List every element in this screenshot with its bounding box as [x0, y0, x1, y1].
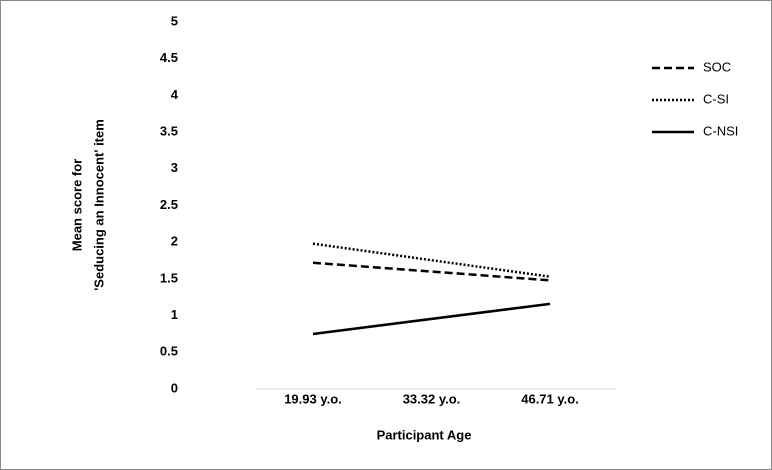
x-tick-label: 46.71 y.o.: [521, 391, 579, 406]
legend-label: C-SI: [703, 91, 729, 106]
y-tick-label: 3: [171, 160, 178, 175]
x-tick-label: 33.32 y.o.: [403, 391, 461, 406]
y-tick-label: 0.5: [160, 344, 178, 359]
series-line: [312, 302, 551, 336]
y-tick-label: 2.5: [160, 197, 178, 212]
x-tick-label: 19.93 y.o.: [284, 391, 342, 406]
legend-label: SOC: [703, 59, 731, 74]
y-tick-label: 3.5: [160, 124, 178, 139]
y-axis-label-line: Mean score for: [69, 159, 84, 251]
y-axis-label-line: 'Seducing an Innocent' item: [91, 119, 106, 291]
y-tick-label: 0: [171, 380, 178, 395]
y-tick-label: 5: [171, 13, 178, 28]
y-tick-label: 2: [171, 234, 178, 249]
x-axis-label: Participant Age: [377, 427, 472, 442]
series-line: [312, 261, 551, 282]
y-tick-label: 1.5: [160, 270, 178, 285]
y-tick-label: 1: [171, 307, 178, 322]
y-axis-label: Mean score for 'Seducing an Innocent' it…: [69, 119, 106, 291]
y-tick-label: 4: [171, 87, 179, 102]
legend-label: C-NSI: [703, 123, 738, 138]
y-tick-label: 4.5: [160, 50, 178, 65]
